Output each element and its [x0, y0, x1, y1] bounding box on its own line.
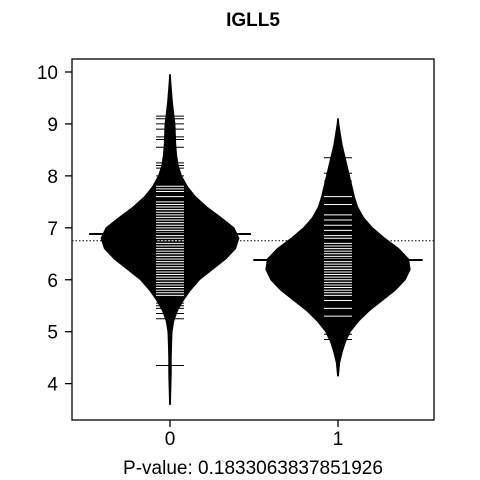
plot-frame: [71, 58, 435, 421]
y-tick-label: 8: [47, 167, 58, 188]
observations-layer: [156, 115, 352, 366]
group-means-layer: [89, 233, 423, 262]
chart-title: IGLL5: [226, 10, 280, 31]
bean-group-0: [100, 74, 240, 405]
y-tick-label: 7: [47, 219, 58, 240]
y-tick-label: 10: [37, 63, 58, 84]
y-axis: 4 5 6 7 8 9 10: [37, 63, 72, 396]
y-tick-label: 4: [47, 375, 58, 396]
y-tick-label: 9: [47, 115, 58, 136]
x-tick-label: 1: [333, 429, 344, 450]
x-axis-label: P-value: 0.1833063837851926: [123, 458, 383, 479]
y-tick-label: 5: [47, 323, 58, 344]
y-tick-label: 6: [47, 271, 58, 292]
beans-layer: [100, 74, 411, 405]
x-tick-label: 0: [165, 429, 176, 450]
bean-group-1: [265, 118, 411, 377]
